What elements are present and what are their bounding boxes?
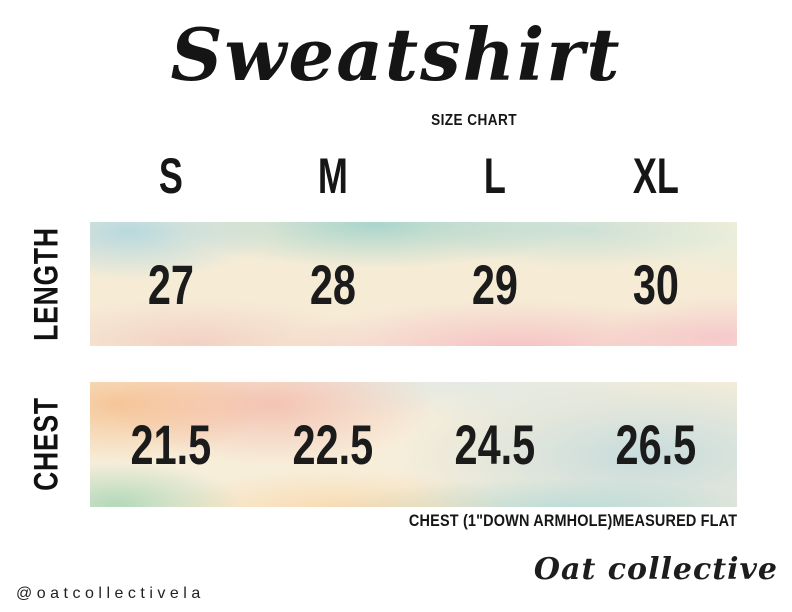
measurement-note: CHEST (1"DOWN ARMHOLE)MEASURED FLAT xyxy=(408,511,737,530)
size-header-l: L xyxy=(483,148,506,204)
chest-value-m: 22.5 xyxy=(292,413,373,476)
row-label-length: LENGTH xyxy=(27,227,66,341)
length-row-band: 27 28 29 30 xyxy=(90,222,737,346)
chest-value-l: 24.5 xyxy=(454,413,535,476)
size-header-m: M xyxy=(317,148,348,204)
chest-row-band: 21.5 22.5 24.5 26.5 xyxy=(90,382,737,507)
brand-signature: Oat collective xyxy=(533,552,778,587)
page-subtitle: SIZE CHART xyxy=(431,112,517,129)
row-label-chest: CHEST xyxy=(27,397,66,491)
length-value-xl: 30 xyxy=(633,252,680,316)
size-header-s: S xyxy=(158,148,183,204)
length-value-s: 27 xyxy=(147,252,194,316)
social-handle: @oatcollectivela xyxy=(16,585,205,602)
chest-value-xl: 26.5 xyxy=(615,413,697,476)
size-header-xl: XL xyxy=(633,148,680,204)
chest-value-s: 21.5 xyxy=(130,413,212,476)
length-value-m: 28 xyxy=(309,252,356,316)
page-title: Sweatshirt xyxy=(170,12,622,97)
length-value-l: 29 xyxy=(471,252,518,316)
size-header-row: S M L XL xyxy=(90,148,737,204)
